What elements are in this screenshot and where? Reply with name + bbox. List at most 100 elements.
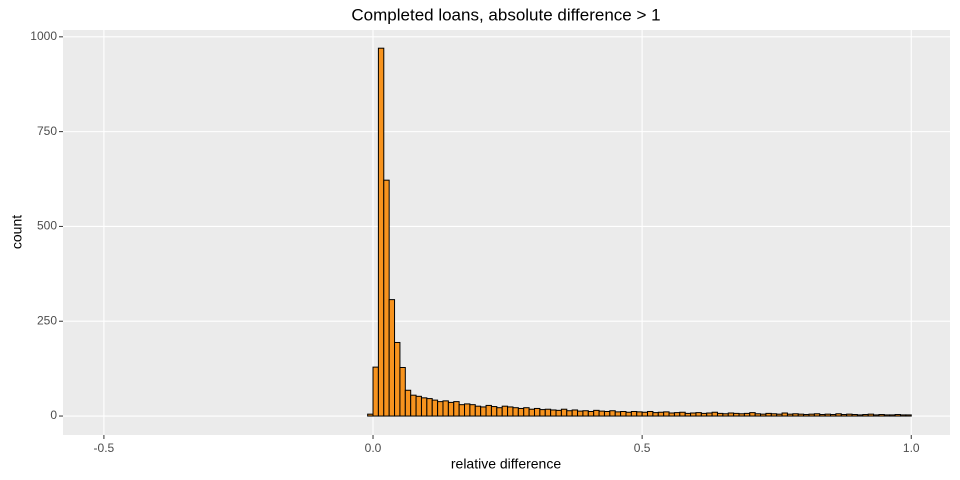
y-tick-label: 750 bbox=[37, 124, 57, 138]
bar bbox=[577, 410, 584, 417]
bar bbox=[776, 413, 783, 417]
bar bbox=[647, 410, 654, 417]
bar bbox=[420, 397, 428, 417]
bar bbox=[700, 412, 708, 417]
bar bbox=[716, 412, 724, 417]
bar bbox=[636, 411, 643, 417]
bar bbox=[372, 366, 379, 417]
bar bbox=[668, 412, 675, 417]
bar bbox=[760, 413, 767, 417]
bar bbox=[743, 412, 751, 417]
bar bbox=[458, 404, 466, 417]
bar bbox=[867, 413, 875, 417]
bar bbox=[770, 413, 778, 417]
bar bbox=[873, 414, 880, 417]
bar bbox=[582, 410, 589, 417]
bar bbox=[464, 403, 471, 417]
bar bbox=[533, 407, 541, 417]
bar bbox=[851, 414, 858, 417]
bar bbox=[394, 341, 401, 417]
chart-title: Completed loans, absolute difference > 1 bbox=[351, 5, 660, 24]
bar bbox=[679, 411, 686, 417]
bar bbox=[566, 410, 573, 417]
bar bbox=[399, 367, 406, 417]
bar bbox=[813, 413, 821, 417]
y-tick-label: 250 bbox=[37, 313, 57, 327]
bar bbox=[749, 412, 756, 417]
bar bbox=[727, 412, 735, 417]
bar bbox=[792, 413, 799, 417]
bar bbox=[550, 409, 557, 417]
bar bbox=[517, 407, 525, 417]
x-tick-label: 1.0 bbox=[903, 441, 920, 455]
x-tick-label: 0.5 bbox=[634, 441, 651, 455]
bar bbox=[571, 409, 579, 417]
bar bbox=[797, 413, 805, 417]
bar bbox=[593, 409, 600, 417]
bar bbox=[603, 410, 611, 417]
bar bbox=[528, 408, 535, 417]
bar bbox=[905, 414, 912, 417]
bar bbox=[490, 406, 498, 417]
bar bbox=[824, 413, 832, 417]
bar bbox=[404, 389, 412, 417]
panel bbox=[63, 30, 950, 435]
bar bbox=[415, 395, 422, 417]
bar bbox=[706, 412, 713, 417]
bar bbox=[894, 414, 901, 417]
bar bbox=[840, 414, 848, 417]
bar bbox=[560, 408, 568, 417]
bar bbox=[598, 410, 605, 417]
bar bbox=[733, 412, 740, 417]
y-tick-label: 500 bbox=[37, 219, 57, 233]
bar bbox=[657, 411, 665, 417]
bar bbox=[889, 414, 896, 417]
bar bbox=[786, 413, 794, 417]
bar bbox=[367, 413, 374, 417]
y-tick-label: 0 bbox=[50, 408, 57, 422]
bar bbox=[673, 412, 681, 417]
bar bbox=[690, 412, 697, 417]
bar bbox=[899, 414, 907, 417]
bar bbox=[754, 413, 762, 417]
bar bbox=[803, 414, 810, 417]
bar bbox=[507, 406, 514, 417]
bar bbox=[652, 412, 659, 417]
bar bbox=[856, 414, 864, 417]
bar bbox=[862, 414, 869, 417]
y-tick-label: 1000 bbox=[30, 29, 57, 43]
bar bbox=[555, 409, 562, 417]
bar bbox=[781, 412, 788, 417]
bar bbox=[722, 413, 729, 417]
bar bbox=[587, 410, 595, 417]
bar bbox=[830, 414, 837, 417]
bar bbox=[695, 412, 702, 417]
bar bbox=[765, 412, 772, 417]
x-tick-label: -0.5 bbox=[94, 441, 115, 455]
bar bbox=[437, 401, 444, 417]
bar bbox=[501, 405, 509, 417]
bar bbox=[663, 411, 670, 417]
bar bbox=[480, 406, 487, 417]
bar bbox=[447, 401, 455, 417]
bar bbox=[485, 404, 492, 417]
bar bbox=[469, 404, 476, 417]
bar bbox=[846, 413, 853, 417]
bar bbox=[630, 410, 638, 417]
bar bbox=[738, 413, 745, 417]
bar bbox=[641, 411, 649, 417]
bar bbox=[377, 47, 385, 417]
bar bbox=[625, 411, 632, 417]
bar bbox=[539, 409, 546, 417]
bar bbox=[711, 411, 718, 417]
bar bbox=[426, 398, 433, 417]
bar bbox=[474, 405, 482, 417]
bar bbox=[835, 413, 842, 417]
x-tick-label: 0.0 bbox=[365, 441, 382, 455]
bar bbox=[609, 410, 616, 417]
bar bbox=[523, 407, 530, 417]
bar bbox=[496, 407, 503, 417]
y-axis-title: count bbox=[9, 215, 25, 249]
bar bbox=[620, 410, 627, 417]
